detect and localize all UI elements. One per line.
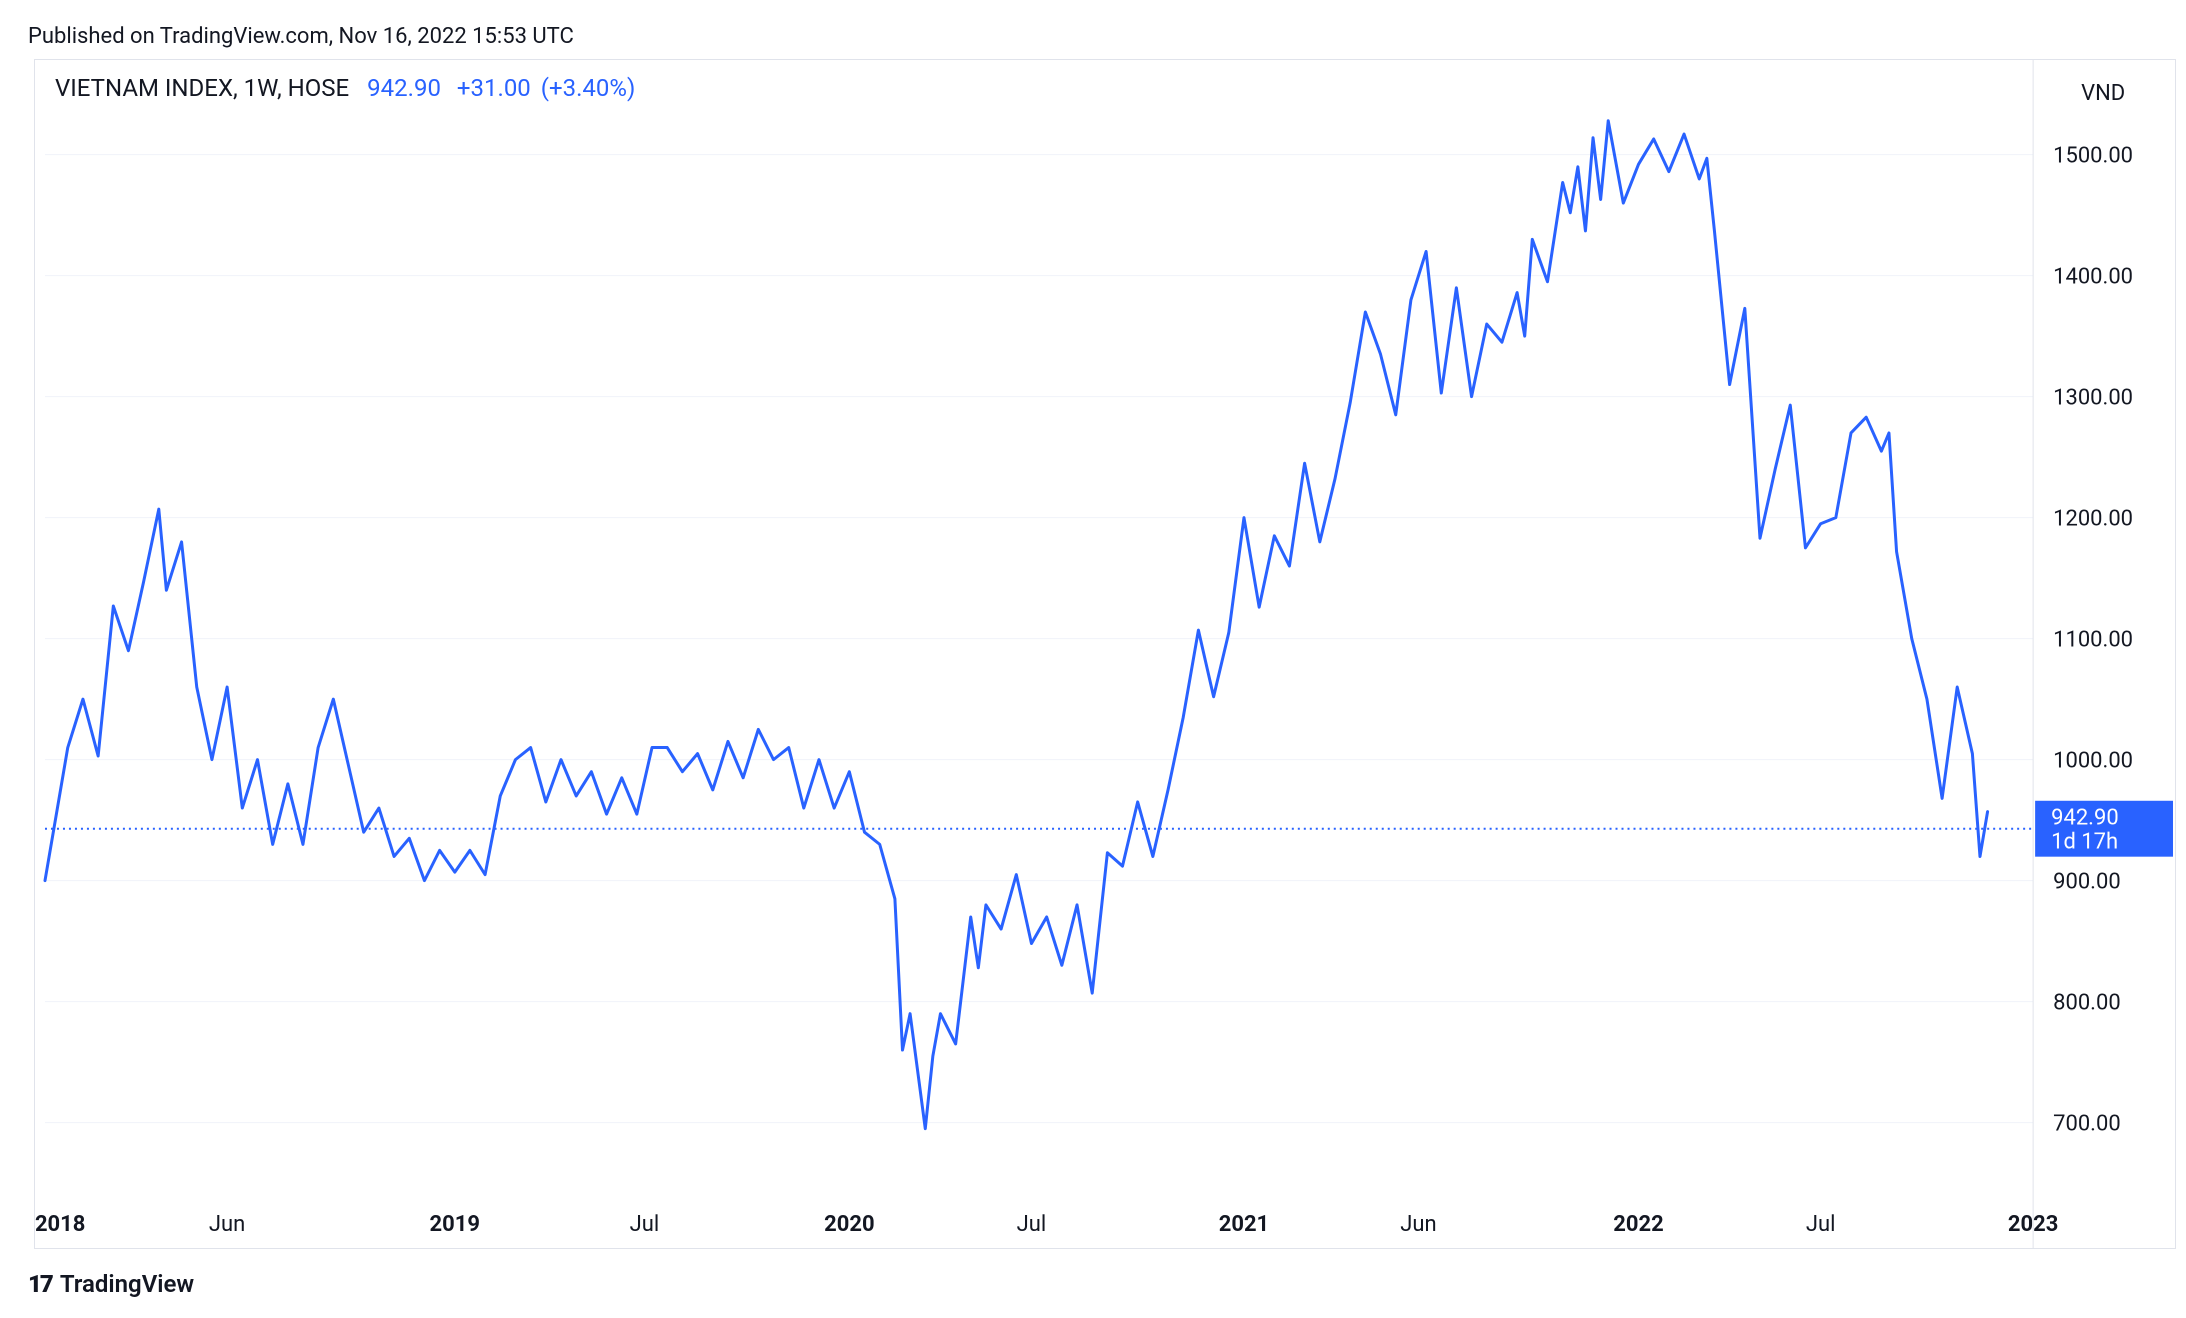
- tradingview-logo-icon: 17: [28, 1270, 52, 1298]
- svg-text:1300.00: 1300.00: [2053, 386, 2133, 411]
- y-axis-ticks: 700.00 800.00 900.00 1000.00 1100.00 1200.00 1…: [2053, 144, 2133, 1137]
- legend-pct: (+3.40%): [541, 74, 636, 102]
- svg-text:Jul: Jul: [630, 1212, 660, 1237]
- svg-text:Jun: Jun: [1400, 1212, 1436, 1237]
- last-price-tag: 942.90 1d 17h: [2035, 801, 2173, 857]
- svg-text:1200.00: 1200.00: [2053, 507, 2133, 532]
- svg-text:1500.00: 1500.00: [2053, 144, 2133, 169]
- grid-horizontal: [45, 155, 2033, 1123]
- svg-text:2023: 2023: [2008, 1212, 2058, 1237]
- svg-text:1400.00: 1400.00: [2053, 265, 2133, 290]
- chart-frame[interactable]: VIETNAM INDEX, 1W, HOSE 942.90 +31.00 (+…: [34, 59, 2176, 1249]
- svg-text:2020: 2020: [824, 1212, 874, 1237]
- svg-text:900.00: 900.00: [2053, 870, 2121, 895]
- svg-text:2019: 2019: [430, 1212, 480, 1237]
- chart-canvas[interactable]: 2018Jun2019Jul2020Jul2021Jun2022Jul2023 …: [35, 60, 2175, 1248]
- x-axis-ticks: 2018 Jun 2019 Jul 2020 Jul 2021 Jun 2022 Jul 2023: [35, 1212, 2058, 1237]
- svg-text:2021: 2021: [1219, 1212, 1269, 1237]
- svg-text:700.00: 700.00: [2053, 1112, 2121, 1137]
- page-root: Published on TradingView.com, Nov 16, 20…: [0, 0, 2186, 1318]
- svg-text:Jun: Jun: [209, 1212, 245, 1237]
- svg-text:1000.00: 1000.00: [2053, 749, 2133, 774]
- svg-text:1100.00: 1100.00: [2053, 628, 2133, 653]
- svg-text:1d 17h: 1d 17h: [2051, 830, 2118, 855]
- legend-price: 942.90: [367, 74, 441, 102]
- svg-text:2022: 2022: [1613, 1212, 1663, 1237]
- published-caption: Published on TradingView.com, Nov 16, 20…: [24, 18, 2162, 59]
- footer-branding: 17 TradingView: [28, 1270, 194, 1298]
- chart-legend: VIETNAM INDEX, 1W, HOSE 942.90 +31.00 (+…: [55, 74, 635, 102]
- svg-text:Jul: Jul: [1017, 1212, 1047, 1237]
- svg-text:2018: 2018: [35, 1212, 85, 1237]
- svg-text:Jul: Jul: [1806, 1212, 1836, 1237]
- svg-text:800.00: 800.00: [2053, 991, 2121, 1016]
- tradingview-logo-text: TradingView: [60, 1270, 194, 1298]
- y-axis-unit: VND: [2081, 81, 2125, 106]
- legend-change: +31.00: [457, 74, 531, 102]
- price-line: [45, 121, 1988, 1129]
- legend-symbol: VIETNAM INDEX, 1W, HOSE: [55, 74, 349, 102]
- svg-text:942.90: 942.90: [2051, 806, 2119, 831]
